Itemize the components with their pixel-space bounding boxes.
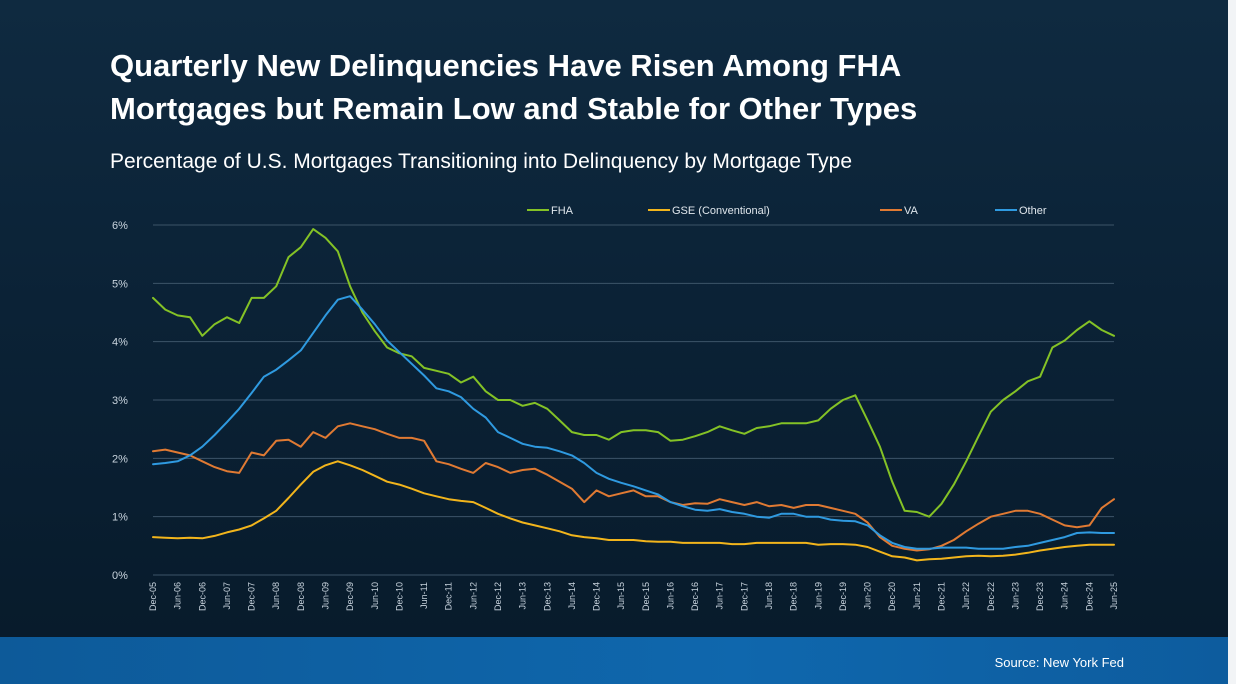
series-line-fha	[152, 228, 1115, 518]
right-edge-strip	[1228, 0, 1236, 684]
x-tick-label: Jun-10	[370, 582, 380, 610]
x-tick-label: Dec-12	[493, 582, 503, 611]
x-tick-label: Jun-16	[665, 582, 675, 610]
x-tick-label: Jun-08	[271, 582, 281, 610]
x-tick-label: Dec-05	[148, 582, 158, 611]
y-tick-label: 3%	[112, 395, 128, 407]
x-tick-label: Dec-15	[641, 582, 651, 611]
x-tick-label: Dec-16	[690, 582, 700, 611]
chart-title-line-2: Mortgages but Remain Low and Stable for …	[110, 91, 918, 126]
x-tick-label: Jun-09	[320, 582, 330, 610]
x-tick-label: Jun-13	[518, 582, 528, 610]
legend-label-other: Other	[1019, 205, 1047, 217]
legend-label-va: VA	[904, 205, 919, 217]
x-axis-tick-labels: Dec-05 Jun-06 Dec-06 Jun-07 Dec-07 Jun-08 Dec-…	[148, 582, 1119, 611]
x-tick-label: Jun-06	[173, 582, 183, 610]
x-tick-label: Dec-18	[789, 582, 799, 611]
y-tick-label: 6%	[112, 220, 128, 232]
x-tick-label: Jun-12	[468, 582, 478, 610]
chart-subtitle: Percentage of U.S. Mortgages Transitioni…	[110, 150, 853, 173]
legend-label-gse-conventional: GSE (Conventional)	[672, 205, 770, 217]
x-tick-label: Dec-11	[444, 582, 454, 610]
x-tick-label: Dec-13	[542, 582, 552, 611]
x-tick-label: Dec-24	[1084, 582, 1094, 611]
x-tick-label: Jun-21	[912, 582, 922, 610]
x-tick-label: Dec-19	[838, 582, 848, 611]
series-line-other	[152, 295, 1115, 550]
gridlines	[153, 224, 1114, 576]
x-tick-label: Jun-15	[616, 582, 626, 610]
x-tick-label: Jun-11	[419, 582, 429, 609]
x-tick-label: Dec-08	[296, 582, 306, 611]
x-tick-label: Jun-22	[961, 582, 971, 610]
x-tick-label: Dec-06	[197, 582, 207, 611]
y-tick-label: 1%	[112, 512, 128, 524]
x-tick-label: Dec-09	[345, 582, 355, 611]
x-tick-label: Jun-19	[813, 582, 823, 610]
x-tick-label: Dec-23	[1035, 582, 1045, 611]
series-line-va	[152, 422, 1115, 552]
y-tick-label: 4%	[112, 337, 128, 349]
source-note: Source: New York Fed	[994, 655, 1124, 670]
chart-title-line-1: Quarterly New Delinquencies Have Risen A…	[110, 48, 902, 83]
x-tick-label: Jun-17	[715, 582, 725, 610]
x-tick-label: Dec-10	[394, 582, 404, 611]
x-tick-label: Dec-20	[887, 582, 897, 611]
y-tick-label: 2%	[112, 453, 128, 465]
x-tick-label: Jun-14	[567, 582, 577, 610]
x-tick-label: Jun-25	[1109, 582, 1119, 610]
x-tick-label: Dec-17	[739, 582, 749, 611]
x-tick-label: Dec-22	[986, 582, 996, 611]
x-tick-label: Dec-21	[937, 582, 947, 611]
x-tick-label: Jun-07	[222, 582, 232, 610]
x-tick-label: Jun-18	[764, 582, 774, 610]
x-tick-label: Jun-20	[863, 582, 873, 610]
line-chart: 0%1%2%3%4%5%6% Dec-05 Jun-06 Dec-06 Jun-07 D…	[112, 205, 1119, 611]
footer-bar: Source: New York Fed	[0, 637, 1228, 684]
chart-title: Quarterly New Delinquencies Have Risen A…	[110, 44, 1110, 130]
legend-label-fha: FHA	[551, 205, 574, 217]
y-tick-label: 5%	[112, 278, 128, 290]
x-tick-label: Dec-07	[247, 582, 257, 611]
y-tick-label: 0%	[112, 570, 128, 582]
y-axis-tick-labels: 0% 1% 2% 3% 4% 5% 6%	[112, 220, 128, 582]
x-tick-label: Jun-23	[1010, 582, 1020, 610]
legend: FHA GSE (Conventional) VA Other	[527, 205, 1047, 217]
series-line-gse-conventional	[152, 460, 1115, 562]
x-tick-label: Jun-24	[1060, 582, 1070, 610]
x-tick-label: Dec-14	[592, 582, 602, 611]
series-lines	[152, 228, 1115, 562]
